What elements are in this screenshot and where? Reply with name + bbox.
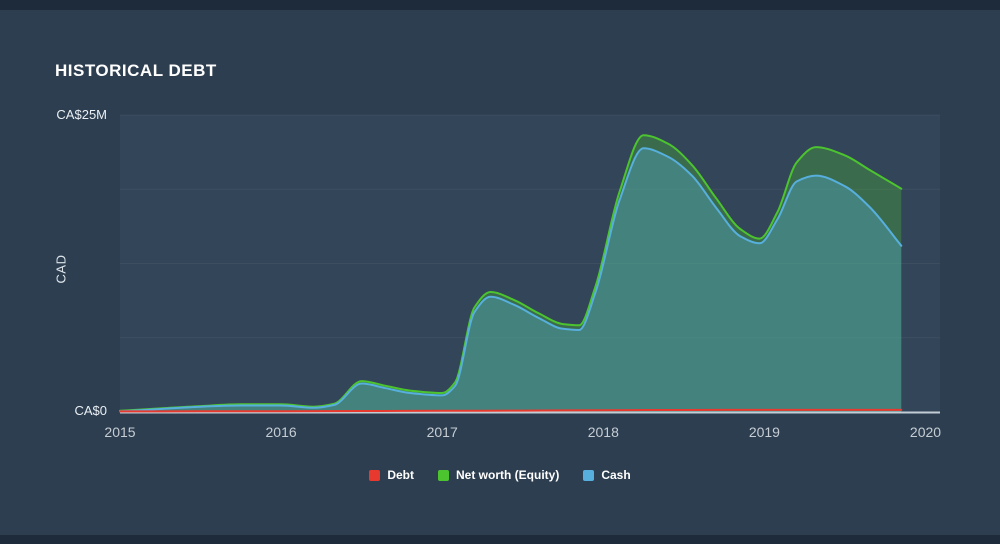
y-axis-max-label: CA$25M xyxy=(56,107,107,122)
x-tick-label: 2015 xyxy=(104,424,136,440)
top-frame-bar xyxy=(0,0,1000,10)
chart-legend: Debt Net worth (Equity) Cash xyxy=(0,468,1000,482)
y-axis-zero-label: CA$0 xyxy=(74,403,107,418)
x-tick-label: 2016 xyxy=(265,424,297,440)
x-tick-label: 2017 xyxy=(426,424,458,440)
x-tick-label: 2019 xyxy=(748,424,780,440)
legend-item-net-worth-equity[interactable]: Net worth (Equity) xyxy=(438,468,559,482)
x-tick-label: 2020 xyxy=(909,424,942,440)
legend-swatch-icon xyxy=(438,469,449,481)
chart-title: Historical Debt xyxy=(55,61,217,80)
series-line xyxy=(119,134,903,412)
area-fill xyxy=(120,135,902,412)
plot-band xyxy=(120,115,940,412)
legend-label: Cash xyxy=(601,468,631,482)
legend-swatch-icon xyxy=(369,469,381,481)
bottom-frame-bar xyxy=(0,535,1000,544)
legend-swatch-icon xyxy=(583,469,595,481)
legend-label: Debt xyxy=(387,468,414,482)
x-tick-label: 2018 xyxy=(587,424,619,440)
legend-item-cash[interactable]: Cash xyxy=(583,468,631,482)
legend-item-debt[interactable]: Debt xyxy=(369,468,414,482)
series-line xyxy=(119,408,903,413)
area-fill xyxy=(120,148,902,413)
legend-label: Net worth (Equity) xyxy=(456,468,560,482)
series-line xyxy=(119,147,903,413)
